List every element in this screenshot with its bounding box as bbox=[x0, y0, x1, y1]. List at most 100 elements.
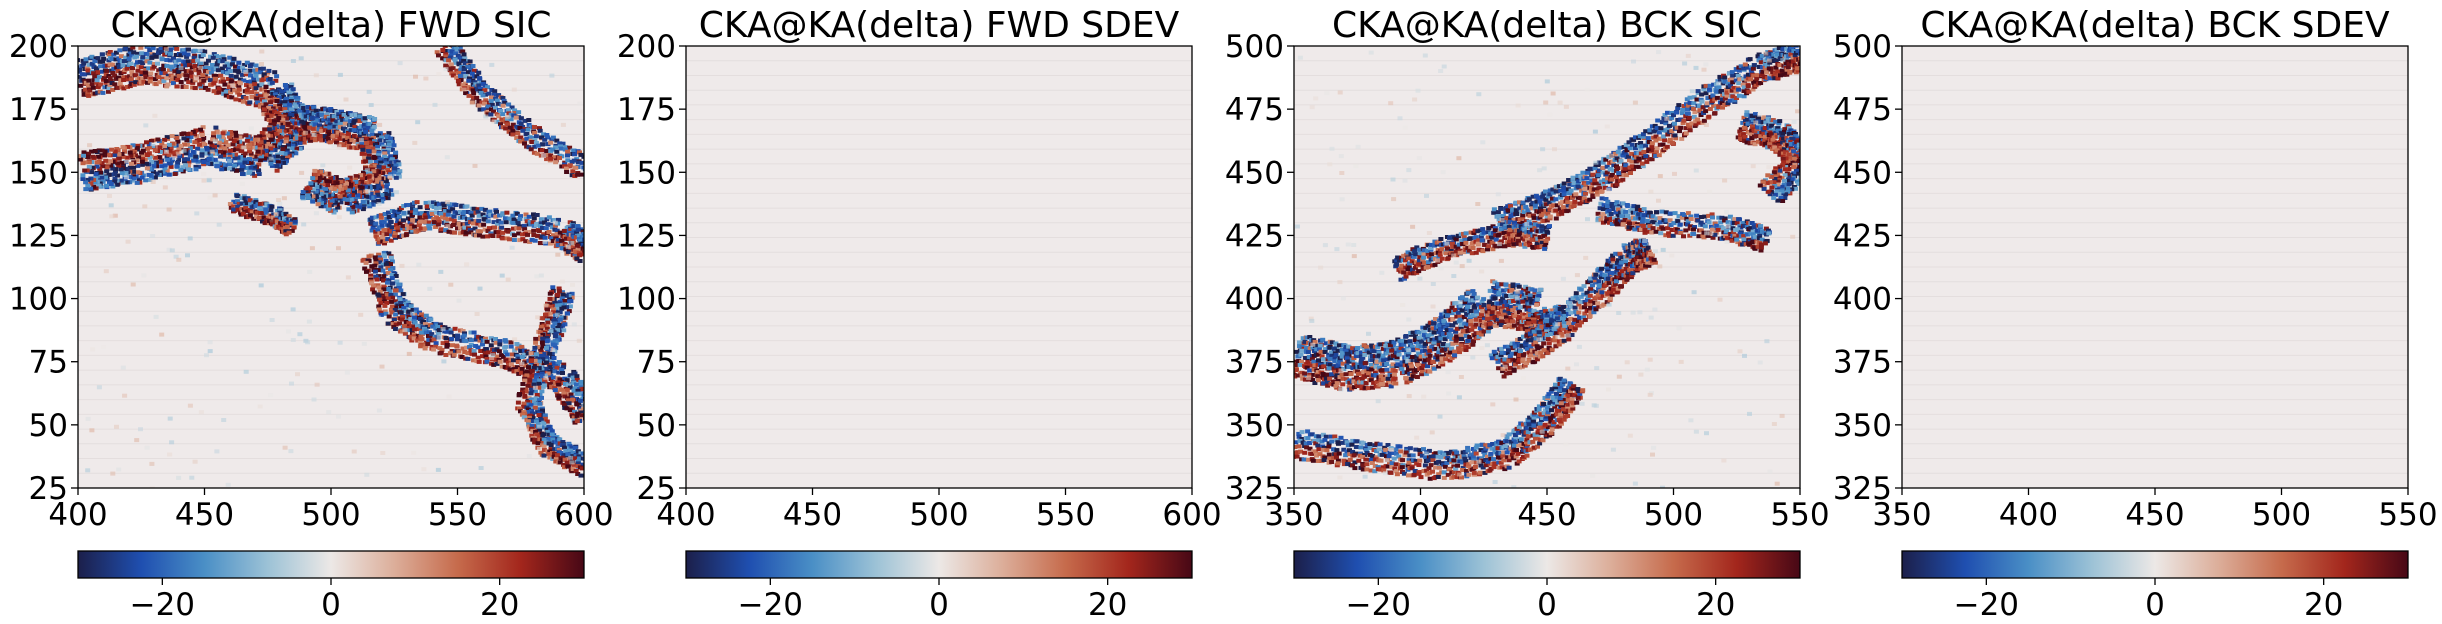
heatmap-cell bbox=[476, 70, 482, 75]
heatmap-cell bbox=[345, 135, 351, 140]
heatmap-cell bbox=[185, 59, 191, 64]
heatmap-cell bbox=[323, 114, 329, 119]
heatmap-cell bbox=[168, 51, 173, 56]
heatmap-cell bbox=[547, 302, 553, 307]
heatmap-cell bbox=[293, 151, 299, 156]
heatmap-cell bbox=[1583, 182, 1589, 187]
heatmap-cell bbox=[307, 125, 313, 130]
panel-title: CKA@KA(delta) FWD SIC bbox=[110, 5, 551, 46]
heatmap-cell bbox=[404, 223, 410, 227]
heatmap-cell bbox=[409, 338, 415, 343]
heatmap-cell bbox=[272, 148, 278, 152]
heatmap-cell bbox=[120, 63, 126, 68]
heatmap-cell bbox=[143, 68, 149, 72]
heatmap-cell bbox=[382, 154, 388, 159]
heatmap-cell bbox=[1541, 211, 1547, 216]
heatmap-cell bbox=[384, 232, 390, 237]
heatmap-cell bbox=[382, 254, 387, 259]
heatmap-cell bbox=[577, 391, 583, 396]
heatmap-cell bbox=[555, 328, 561, 333]
heatmap-cell bbox=[1596, 160, 1602, 165]
heatmap-cell bbox=[545, 222, 551, 227]
heatmap-cell bbox=[1529, 203, 1535, 207]
heatmap-speckle bbox=[301, 222, 307, 227]
heatmap-cell bbox=[555, 320, 561, 324]
heatmap-cell bbox=[448, 328, 454, 333]
heatmap-cell bbox=[388, 292, 394, 297]
heatmap-cell bbox=[586, 157, 591, 161]
heatmap-cell bbox=[252, 164, 258, 169]
heatmap-cell bbox=[303, 127, 309, 132]
heatmap-cell bbox=[482, 351, 488, 356]
heatmap-cell bbox=[357, 190, 363, 195]
heatmap-speckle bbox=[282, 445, 288, 450]
heatmap-cell bbox=[124, 155, 130, 160]
heatmap-cell bbox=[571, 224, 577, 229]
heatmap-cell bbox=[388, 262, 393, 266]
heatmap-cell bbox=[523, 363, 529, 368]
heatmap-cell bbox=[109, 81, 115, 85]
heatmap-cell bbox=[557, 303, 563, 308]
heatmap-cell bbox=[112, 176, 118, 181]
heatmap-cell bbox=[550, 342, 556, 347]
heatmap-cell bbox=[166, 142, 172, 147]
heatmap-cell bbox=[216, 134, 222, 139]
heatmap-cell bbox=[267, 90, 272, 95]
heatmap-cell bbox=[567, 451, 573, 456]
heatmap-cell bbox=[538, 221, 544, 226]
heatmap-cell bbox=[491, 109, 496, 114]
heatmap-cell bbox=[185, 163, 191, 168]
heatmap-cell bbox=[556, 217, 561, 222]
heatmap-cell bbox=[202, 49, 208, 54]
heatmap-cell bbox=[259, 131, 265, 135]
heatmap-cell bbox=[333, 177, 339, 182]
heatmap-cell bbox=[409, 223, 415, 228]
heatmap-cell bbox=[540, 226, 545, 230]
heatmap-cell bbox=[285, 143, 291, 148]
heatmap-cell bbox=[471, 358, 476, 363]
heatmap-cell bbox=[163, 146, 169, 151]
heatmap-cell bbox=[1584, 170, 1590, 175]
heatmap-cell bbox=[559, 306, 565, 311]
heatmap-speckle bbox=[89, 428, 95, 433]
heatmap-cell bbox=[366, 149, 372, 154]
heatmap-cell bbox=[521, 404, 527, 409]
heatmap-cell bbox=[89, 82, 95, 87]
heatmap-cell bbox=[113, 169, 118, 174]
heatmap-cell bbox=[546, 215, 552, 220]
heatmap-cell bbox=[511, 226, 516, 231]
heatmap-cell bbox=[532, 401, 538, 406]
heatmap-cell bbox=[115, 161, 121, 166]
heatmap-cell bbox=[1600, 160, 1606, 165]
heatmap-cell bbox=[385, 270, 391, 275]
heatmap-cell bbox=[73, 58, 78, 62]
heatmap-cell bbox=[350, 193, 356, 197]
heatmap-cell bbox=[509, 352, 515, 357]
heatmap-cell bbox=[392, 299, 398, 304]
heatmap-speckle bbox=[489, 356, 495, 361]
heatmap-cell bbox=[1575, 176, 1581, 181]
heatmap-cell bbox=[1543, 202, 1549, 207]
heatmap-cell bbox=[263, 144, 269, 149]
heatmap-cell bbox=[540, 148, 545, 153]
heatmap-cell bbox=[389, 255, 394, 260]
heatmap-speckle bbox=[343, 97, 349, 102]
x-tick-label: 400 bbox=[656, 497, 715, 533]
heatmap-cell bbox=[248, 165, 254, 170]
heatmap-speckle bbox=[159, 332, 165, 337]
heatmap-cell bbox=[565, 464, 571, 469]
heatmap-cell bbox=[386, 314, 392, 319]
heatmap-cell bbox=[139, 51, 145, 56]
heatmap-cell bbox=[382, 296, 388, 301]
heatmap-cell bbox=[78, 74, 82, 79]
heatmap-cell bbox=[167, 68, 172, 73]
heatmap-speckle bbox=[108, 203, 114, 208]
heatmap-cell bbox=[316, 112, 322, 117]
heatmap-cell bbox=[319, 134, 325, 139]
heatmap-cell bbox=[185, 134, 191, 139]
heatmap-cell bbox=[519, 412, 525, 417]
heatmap-cell bbox=[298, 136, 304, 141]
heatmap-cell bbox=[481, 222, 487, 227]
heatmap-cell bbox=[338, 186, 344, 191]
heatmap-cell bbox=[382, 192, 388, 196]
